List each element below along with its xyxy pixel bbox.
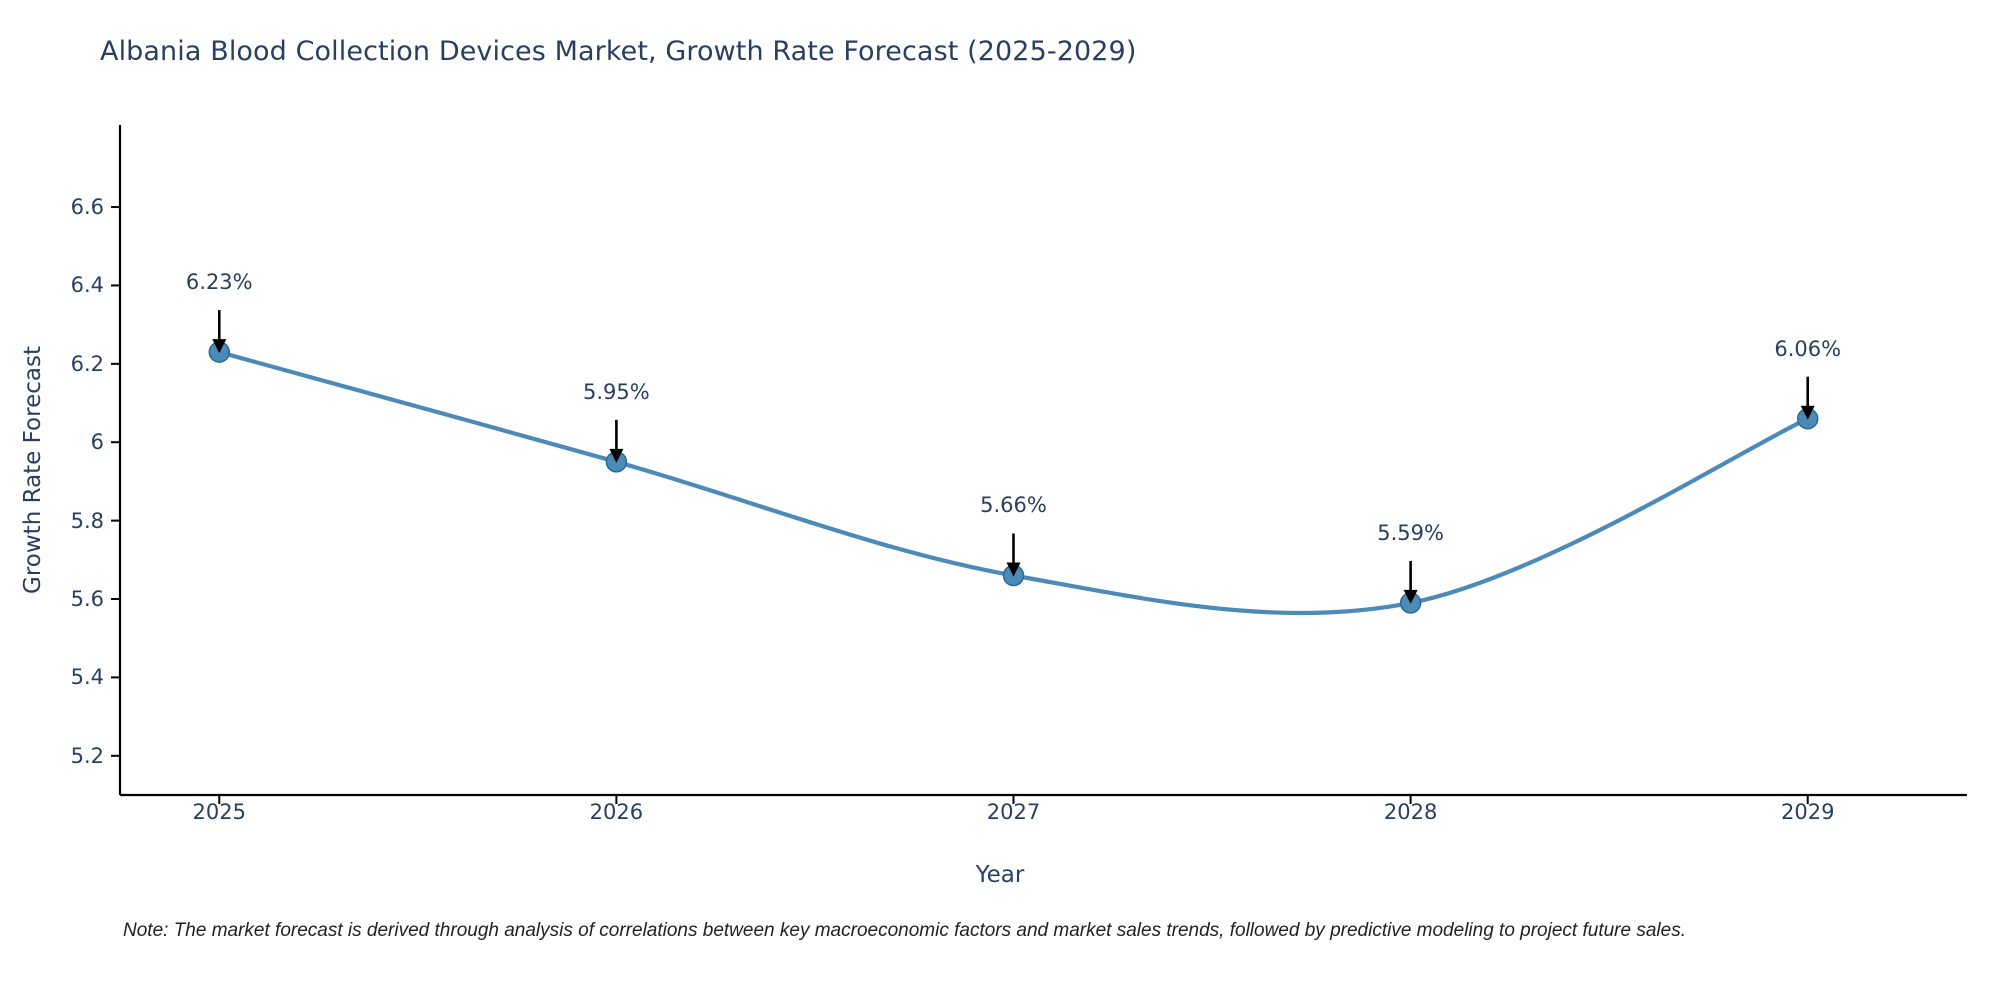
y-tick-marks	[111, 206, 120, 757]
y-axis-title: Growth Rate Forecast	[20, 346, 46, 594]
data-point-label: 5.66%	[980, 493, 1047, 518]
y-tick-label: 6.2	[70, 351, 104, 376]
y-tick-label: 6	[90, 430, 104, 455]
y-tick-label: 5.6	[70, 587, 104, 611]
chart-title: Albania Blood Collection Devices Market,…	[100, 36, 1137, 67]
annotation-arrow-head	[609, 448, 624, 463]
annotation-arrow-head	[212, 339, 227, 354]
annotation-arrow-head	[1006, 562, 1021, 577]
y-tick-label: 5.2	[70, 743, 104, 768]
x-tick-label: 2027	[986, 800, 1041, 824]
axes	[118, 125, 1967, 797]
x-tick-label: 2025	[192, 800, 246, 824]
data-point-label: 6.23%	[185, 270, 253, 295]
y-tick-label: 6.4	[70, 273, 104, 298]
data-point-label: 5.59%	[1377, 520, 1444, 545]
data-point-label: 5.95%	[583, 379, 650, 404]
data-point-label: 6.06%	[1774, 336, 1842, 361]
x-axis-title: Year	[975, 862, 1025, 888]
x-tick-label: 2026	[589, 800, 644, 824]
x-tick-label: 2028	[1383, 800, 1438, 824]
annotation-arrows	[212, 310, 1815, 604]
chart-footnote: Note: The market forecast is derived thr…	[123, 920, 1686, 941]
y-tick-label: 5.8	[70, 508, 104, 533]
y-tick-label: 5.4	[70, 665, 104, 690]
x-tick-marks	[218, 795, 1809, 804]
y-tick-label: 6.6	[70, 195, 104, 220]
annotation-arrow-head	[1800, 405, 1815, 420]
x-tick-label: 2029	[1780, 800, 1835, 824]
annotation-arrow-head	[1403, 589, 1418, 604]
